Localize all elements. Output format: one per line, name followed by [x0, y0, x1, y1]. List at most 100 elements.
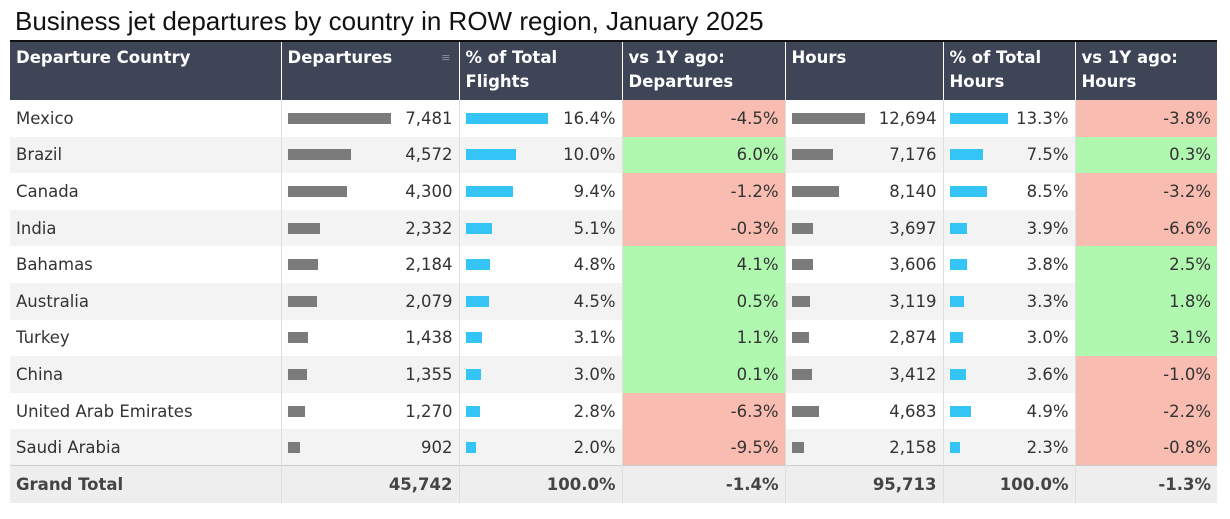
hours-cell: 12,694	[785, 100, 944, 137]
pct-hours-bar-wrap: 3.9%	[949, 218, 1069, 238]
hours-value: 12,694	[878, 108, 937, 128]
country-name: Mexico	[10, 100, 282, 137]
chart-title: Business jet departures by country in RO…	[15, 6, 764, 36]
pct-hours-bar	[949, 185, 987, 197]
pct-flights-bar	[465, 332, 482, 344]
table-row: Turkey 1,438 3.1% 1.1% 2,874 3.0% 3.1%	[10, 319, 1217, 357]
pct-flights-bar-wrap: 4.5%	[465, 291, 616, 311]
pct-hours-bar	[949, 332, 963, 344]
yoy-hours: 1.8%	[1075, 282, 1217, 320]
total-yoy-hours: -1.3%	[1075, 465, 1217, 503]
table-row: China 1,355 3.0% 0.1% 3,412 3.6% -1.0%	[10, 356, 1217, 393]
yoy-hours: -0.8%	[1075, 429, 1217, 466]
sort-icon[interactable]: ≡	[441, 51, 451, 64]
pct-hours-value: 3.6%	[1026, 364, 1069, 384]
pct-hours-cell: 3.9%	[943, 209, 1076, 247]
pct-flights-value: 10.0%	[563, 145, 616, 165]
departures-value: 2,332	[405, 218, 453, 238]
departures-bar-wrap: 2,332	[287, 218, 453, 238]
pct-hours-bar	[949, 441, 960, 453]
departures-bar	[287, 441, 300, 453]
hours-bar	[791, 332, 809, 344]
hours-cell: 3,697	[785, 209, 944, 247]
pct-flights-cell: 2.8%	[459, 392, 623, 430]
departures-cell: 1,438	[281, 319, 460, 357]
header-hours[interactable]: Hours	[785, 42, 944, 100]
hours-bar	[791, 185, 839, 197]
departures-cell: 7,481	[281, 100, 460, 137]
table-row: Mexico 7,481 16.4% -4.5% 12,694 13.3% -3.8%	[10, 100, 1217, 137]
hours-bar-wrap: 3,412	[791, 365, 937, 384]
table-row: Canada 4,300 9.4% -1.2% 8,140 8.5% -3.2%	[10, 173, 1217, 210]
pct-flights-cell: 4.5%	[459, 282, 623, 320]
hours-cell: 3,606	[785, 246, 944, 283]
pct-hours-bar-wrap: 3.8%	[949, 255, 1069, 274]
country-name: Australia	[10, 282, 282, 320]
departures-cell: 902	[281, 429, 460, 466]
table-row: Saudi Arabia 902 2.0% -9.5% 2,158 2.3% -0.8%	[10, 429, 1217, 466]
pct-hours-bar-wrap: 13.3%	[949, 109, 1069, 128]
header-pct-flights[interactable]: % of Total Flights	[459, 42, 623, 100]
departures-cell: 1,270	[281, 392, 460, 430]
pct-hours-cell: 3.8%	[943, 246, 1076, 283]
departures-cell: 4,572	[281, 136, 460, 174]
country-name: Turkey	[10, 319, 282, 357]
departures-bar-wrap: 2,079	[287, 292, 453, 311]
pct-hours-value: 3.9%	[1026, 218, 1069, 238]
country-name: India	[10, 209, 282, 247]
hours-value: 4,683	[889, 401, 937, 421]
departures-bar-wrap: 1,355	[287, 365, 453, 384]
hours-bar-wrap: 3,119	[791, 291, 937, 311]
departures-value: 2,184	[405, 255, 453, 275]
pct-flights-cell: 2.0%	[459, 429, 623, 466]
hours-value: 8,140	[889, 181, 937, 201]
pct-flights-value: 4.8%	[573, 255, 616, 275]
departures-table: Departure Country Departures ≡ % of Total…	[10, 42, 1217, 503]
pct-flights-value: 5.1%	[573, 218, 616, 238]
departures-bar	[287, 295, 317, 307]
pct-hours-cell: 13.3%	[943, 100, 1076, 137]
yoy-hours: 2.5%	[1075, 246, 1217, 283]
departures-bar	[287, 112, 391, 124]
departures-value: 7,481	[405, 108, 453, 128]
pct-hours-bar	[949, 222, 967, 234]
header-yoy-departures[interactable]: vs 1Y ago: Departures	[622, 42, 786, 100]
hours-bar-wrap: 12,694	[791, 108, 937, 128]
pct-hours-bar-wrap: 3.3%	[949, 292, 1069, 311]
pct-flights-value: 3.1%	[573, 328, 616, 348]
country-name: Brazil	[10, 136, 282, 174]
pct-flights-bar-wrap: 3.1%	[465, 328, 616, 348]
yoy-departures: -9.5%	[622, 429, 786, 466]
header-pct-hours[interactable]: % of Total Hours	[943, 42, 1076, 100]
header-departures[interactable]: Departures ≡	[281, 42, 460, 100]
pct-flights-value: 2.8%	[573, 401, 616, 421]
hours-cell: 3,119	[785, 282, 944, 320]
hours-cell: 4,683	[785, 392, 944, 430]
pct-flights-cell: 3.1%	[459, 319, 623, 357]
hours-bar-wrap: 2,874	[791, 328, 937, 348]
yoy-hours: 0.3%	[1075, 136, 1217, 174]
pct-flights-value: 9.4%	[573, 181, 616, 201]
departures-cell: 2,332	[281, 209, 460, 247]
departures-bar-wrap: 1,438	[287, 328, 453, 347]
yoy-hours: 3.1%	[1075, 319, 1217, 357]
hours-bar	[791, 222, 813, 234]
hours-cell: 3,412	[785, 356, 944, 393]
hours-value: 3,119	[889, 291, 937, 311]
hours-bar	[791, 295, 810, 307]
pct-hours-value: 3.0%	[1026, 328, 1069, 348]
scrollbar[interactable]	[1218, 42, 1230, 501]
yoy-departures: 4.1%	[622, 246, 786, 283]
table-row: United Arab Emirates 1,270 2.8% -6.3% 4,683 4…	[10, 392, 1217, 430]
hours-value: 2,874	[889, 328, 937, 348]
departures-cell: 2,079	[281, 282, 460, 320]
pct-flights-value: 4.5%	[573, 291, 616, 311]
hours-bar-wrap: 8,140	[791, 181, 937, 201]
pct-flights-bar-wrap: 2.8%	[465, 401, 616, 421]
grand-total-row: Grand Total 45,742 100.0% -1.4% 95,713 1…	[10, 465, 1217, 503]
country-name: Bahamas	[10, 246, 282, 283]
pct-hours-cell: 3.6%	[943, 356, 1076, 393]
pct-flights-cell: 5.1%	[459, 209, 623, 247]
header-yoy-hours[interactable]: vs 1Y ago: Hours	[1075, 42, 1217, 100]
header-country[interactable]: Departure Country	[10, 42, 282, 100]
